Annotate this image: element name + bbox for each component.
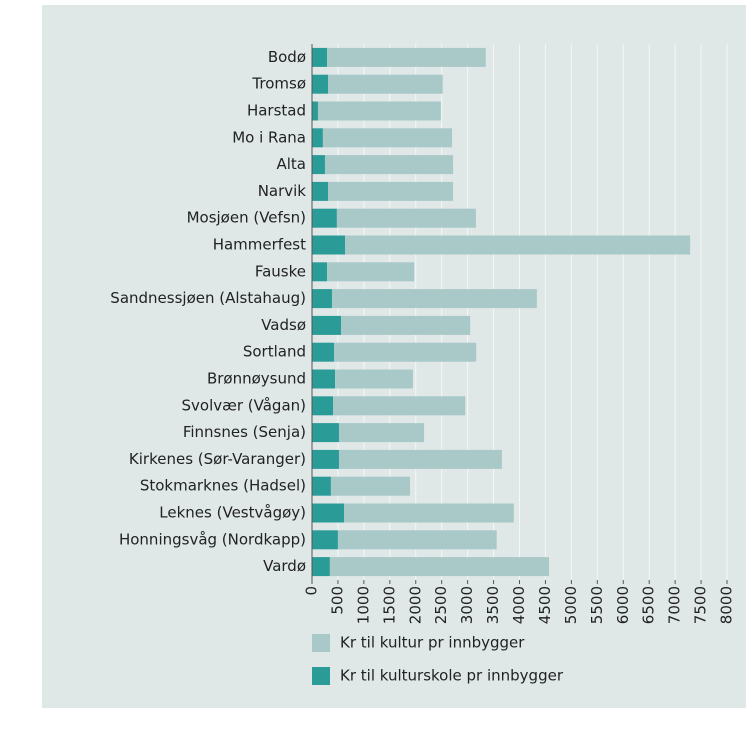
y-tick-label: Leknes (Vestvågøy) — [159, 504, 306, 522]
x-tick-label: 4500 — [536, 586, 554, 624]
bar-segment — [312, 530, 338, 550]
bar-segment — [312, 101, 318, 121]
bar-segment — [337, 530, 497, 550]
bar-segment — [317, 101, 441, 121]
y-tick-label: Svolvær (Vågan) — [182, 396, 307, 414]
y-tick-label: Mo i Rana — [232, 128, 306, 146]
x-tick-label: 6000 — [614, 586, 632, 624]
y-tick-label: Vadsø — [261, 316, 306, 334]
x-tick-label: 3000 — [458, 586, 476, 624]
bar-segment — [322, 128, 453, 148]
bar-segment — [312, 155, 325, 175]
y-tick-label: Fauske — [255, 262, 306, 280]
bar-segment — [312, 423, 339, 443]
bar-segment — [328, 181, 454, 201]
x-tick-label: 2500 — [432, 586, 450, 624]
bar-segment — [324, 155, 454, 175]
x-tick-label: 500 — [328, 586, 346, 615]
y-tick-label: Hammerfest — [213, 236, 306, 254]
bar-segment — [312, 342, 335, 362]
x-tick-label: 8000 — [718, 586, 736, 624]
bar-segment — [329, 557, 550, 577]
bar-segment — [335, 369, 413, 389]
y-tick-label: Finnsnes (Senja) — [183, 423, 306, 441]
y-tick-label: Alta — [276, 155, 306, 173]
x-tick-label: 0 — [303, 586, 321, 596]
y-tick-label: Kirkenes (Sør-Varanger) — [129, 450, 306, 468]
bar-segment — [312, 128, 323, 148]
bar-segment — [338, 449, 502, 469]
x-tick-label: 1500 — [380, 586, 398, 624]
bar-segment — [333, 396, 466, 416]
bar-segment — [312, 503, 345, 523]
bar-segment — [312, 396, 334, 416]
y-tick-label: Sandnessjøen (Alstahaug) — [110, 289, 306, 307]
y-tick-label: Sortland — [243, 343, 306, 361]
legend-label: Kr til kultur pr innbygger — [340, 634, 525, 652]
y-tick-label: Stokmarknes (Hadsel) — [140, 477, 306, 495]
legend-swatch — [312, 667, 330, 685]
bar-segment — [312, 476, 331, 496]
bar-segment — [341, 315, 471, 335]
x-tick-label: 3500 — [484, 586, 502, 624]
bar-segment — [327, 47, 486, 67]
bar-segment — [312, 208, 337, 228]
x-tick-label: 7500 — [692, 586, 710, 624]
bar-segment — [338, 423, 425, 443]
bar-segment — [312, 262, 328, 282]
bar-segment — [312, 449, 339, 469]
bar-segment — [334, 342, 477, 362]
y-tick-label: Narvik — [258, 182, 307, 200]
bar-segment — [312, 74, 329, 94]
bar-segment — [312, 369, 336, 389]
legend-label: Kr til kulturskole pr innbygger — [340, 667, 564, 685]
y-tick-label: Bodø — [268, 48, 306, 66]
y-tick-label: Vardø — [263, 557, 306, 575]
bar-segment — [312, 181, 329, 201]
x-tick-label: 7000 — [666, 586, 684, 624]
y-tick-label: Honningsvåg (Nordkapp) — [119, 530, 306, 548]
bar-segment — [330, 476, 411, 496]
bar-segment — [328, 74, 443, 94]
x-tick-label: 6500 — [640, 586, 658, 624]
bar-segment — [336, 208, 476, 228]
x-tick-label: 1000 — [354, 586, 372, 624]
bar-segment — [312, 289, 332, 309]
x-tick-label: 4000 — [510, 586, 528, 624]
bar-segment — [312, 235, 346, 255]
bar-segment — [327, 262, 415, 282]
x-tick-label: 5000 — [562, 586, 580, 624]
bar-segment — [345, 235, 691, 255]
y-tick-label: Harstad — [247, 102, 306, 120]
legend-swatch — [312, 634, 330, 652]
bar-segment — [312, 47, 328, 67]
bar-segment — [344, 503, 514, 523]
x-tick-label: 2000 — [406, 586, 424, 624]
y-tick-label: Tromsø — [251, 75, 306, 93]
bar-segment — [331, 289, 537, 309]
y-tick-label: Mosjøen (Vefsn) — [187, 209, 306, 227]
bar-segment — [312, 315, 342, 335]
y-tick-label: Brønnøysund — [207, 370, 306, 388]
x-tick-label: 5500 — [588, 586, 606, 624]
bar-segment — [312, 557, 330, 577]
